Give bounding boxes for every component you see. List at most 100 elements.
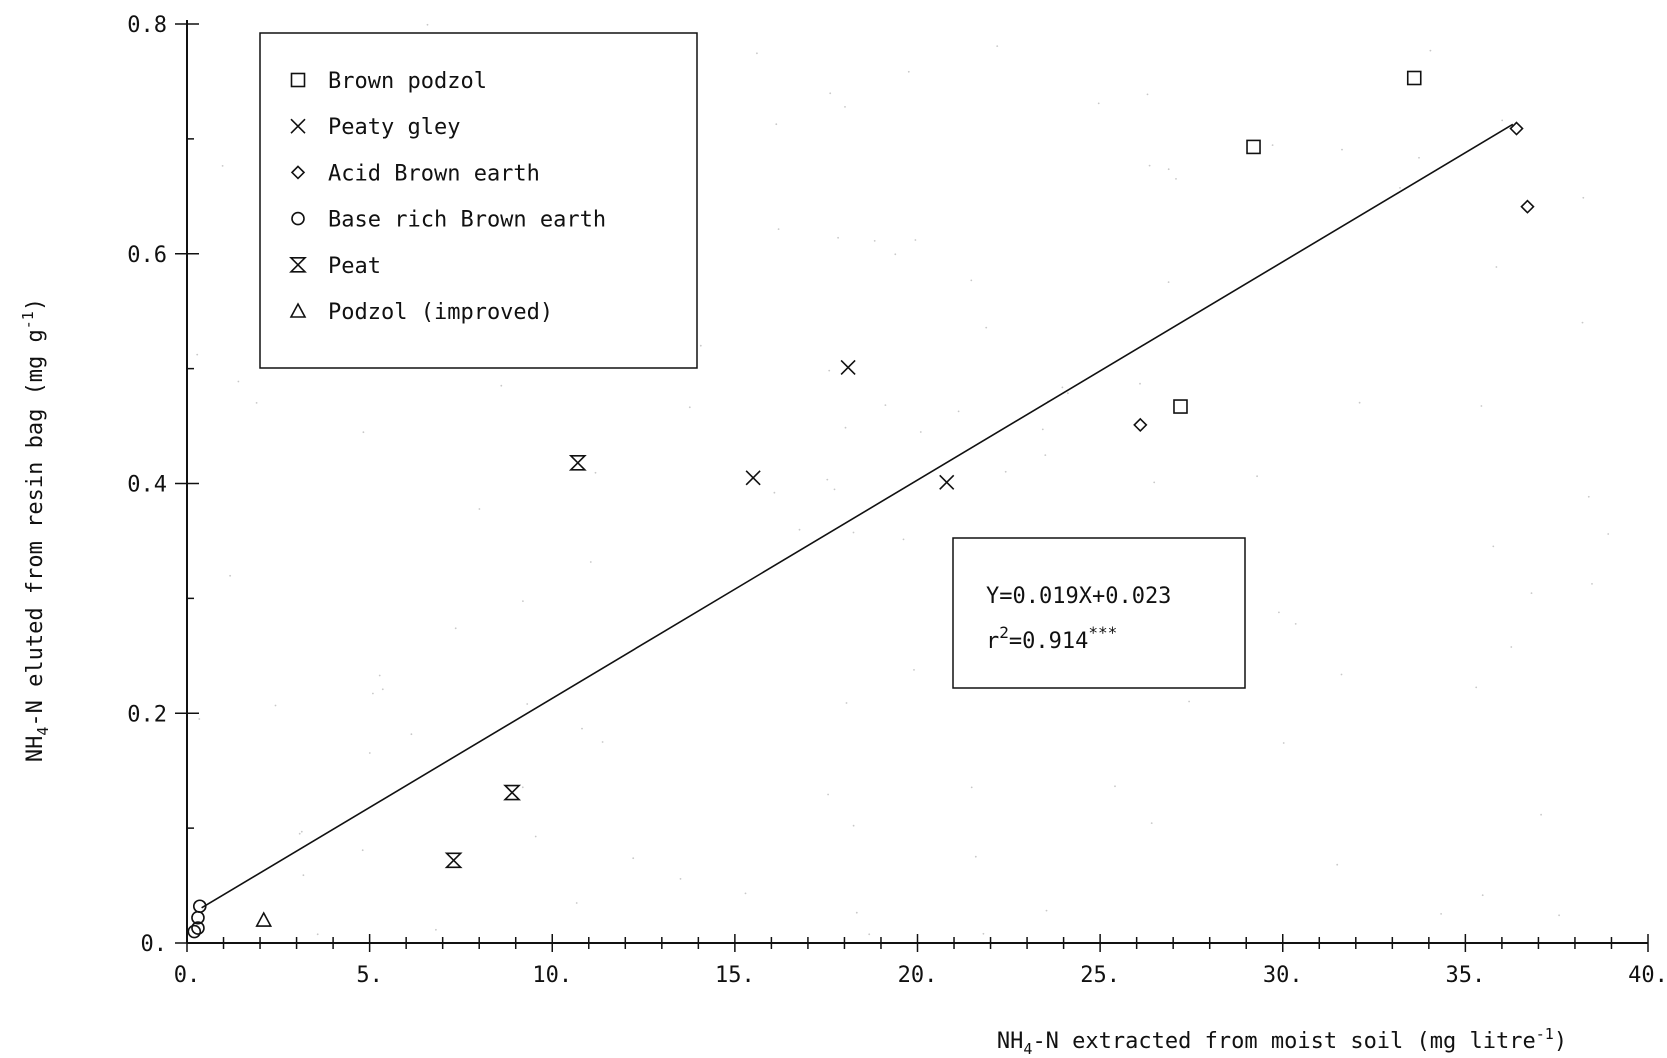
noise-dot <box>1256 475 1258 478</box>
axes: 0. 5. 10. 15. 20. 25. 30. 35. 40. 0. 0.2 0.4 0.6 0.8 <box>127 13 1667 988</box>
noise-dot <box>1150 822 1153 824</box>
noise-dot <box>985 326 988 329</box>
noise-dot <box>756 52 758 55</box>
point-acid-brown-earth <box>1509 121 1524 136</box>
y-tick-label: 0. <box>141 932 168 957</box>
noise-dot <box>196 353 199 356</box>
noise-dot <box>1440 913 1442 915</box>
noise-dot <box>522 600 524 602</box>
noise-dot <box>1336 863 1339 866</box>
noise-dot <box>970 279 973 282</box>
point-peat <box>503 784 522 801</box>
noise-dot <box>970 786 973 789</box>
noise-dot <box>775 123 778 126</box>
point-brown-podzol <box>1173 399 1188 414</box>
noise-dot <box>1188 700 1190 703</box>
legend-label-base-rich-brown-earth: Base rich Brown earth <box>328 208 606 233</box>
legend-items: Brown podzol Peaty gley Acid Brown earth Ba… <box>289 69 606 325</box>
noise-dot <box>894 253 897 256</box>
noise-dot <box>1399 187 1401 189</box>
x-tick-label: 25. <box>1080 963 1120 988</box>
equation-frame <box>952 537 1246 689</box>
noise-dot <box>1495 266 1498 268</box>
noise-dot <box>361 849 364 852</box>
legend-marker-peaty-gley <box>290 118 306 134</box>
noise-dot <box>688 406 691 409</box>
point-base-rich-brown-earth <box>187 924 202 939</box>
x-tick-label: 10. <box>532 963 572 988</box>
noise-dot <box>1340 673 1343 676</box>
noise-dot <box>1294 623 1297 625</box>
equation-box: Y=0.019X+0.023 r2=0.914*** <box>952 537 1246 689</box>
noise-dot <box>1429 49 1432 52</box>
noise-dot <box>884 404 887 406</box>
noise-dot <box>679 878 682 880</box>
noise-dot <box>237 380 240 383</box>
noise-dot <box>1045 909 1048 912</box>
legend-marker-base-rich-brown-earth <box>291 211 305 226</box>
point-peat <box>444 852 463 869</box>
noise-dot <box>833 488 836 491</box>
noise-dot <box>221 165 224 167</box>
noise-dot <box>845 702 848 704</box>
equation-line: Y=0.019X+0.023 <box>986 584 1171 609</box>
noise-dot <box>827 793 829 796</box>
noise-dot <box>826 478 829 481</box>
noise-dot <box>1591 583 1593 585</box>
noise-dot <box>1540 813 1542 816</box>
regression-line <box>201 123 1514 909</box>
legend: Brown podzol Peaty gley Acid Brown earth Ba… <box>259 32 698 369</box>
noise-dot <box>798 528 801 531</box>
noise-dot <box>1278 611 1280 614</box>
noise-dot <box>255 402 258 404</box>
noise-dot <box>1041 428 1044 431</box>
noise-dot <box>1607 533 1610 535</box>
noise-dot <box>957 410 960 413</box>
noise-dot <box>575 902 578 904</box>
x-tick-label: 30. <box>1263 963 1303 988</box>
y-tick-label: 0.8 <box>127 13 167 38</box>
noise-dot <box>1067 392 1069 395</box>
noise-dot <box>1481 894 1484 897</box>
noise-dot <box>844 426 847 429</box>
legend-box <box>259 32 698 369</box>
point-peaty-gley <box>840 359 856 376</box>
noise-dot <box>274 704 277 707</box>
noise-dot <box>1167 168 1170 171</box>
noise-dot <box>902 538 905 541</box>
noise-dot <box>1418 156 1420 159</box>
point-peaty-gley <box>745 470 761 486</box>
noise-dot <box>777 228 780 231</box>
noise-dot <box>581 727 583 730</box>
noise-dot <box>837 236 839 239</box>
noise-dot <box>300 830 303 833</box>
noise-dot <box>378 674 381 677</box>
point-brown-podzol <box>1406 70 1422 86</box>
noise-dot <box>974 855 977 858</box>
regression-line-path <box>201 123 1514 909</box>
x-tick-label: 20. <box>898 963 938 988</box>
noise-dot <box>1282 742 1285 744</box>
legend-marker-brown-podzol <box>290 72 306 88</box>
noise-dot <box>1061 386 1064 389</box>
noise-dot <box>1271 144 1274 147</box>
noise-dot <box>198 718 201 720</box>
noise-dot <box>632 857 635 860</box>
legend-marker-acid-brown-earth <box>290 165 306 180</box>
noise-dot <box>229 574 232 577</box>
noise-dot <box>1097 102 1100 105</box>
noise-dot <box>534 835 537 838</box>
noise-dot <box>1475 686 1478 689</box>
noise-dot <box>1341 148 1343 151</box>
noise-dot <box>1358 401 1361 404</box>
noise-dot <box>589 561 592 563</box>
noise-dot <box>1139 382 1141 385</box>
noise-dot <box>1582 196 1585 199</box>
noise-dot <box>852 531 855 534</box>
point-brown-podzol <box>1246 139 1261 155</box>
noise-dot <box>829 92 832 95</box>
noise-dot <box>1587 495 1590 498</box>
noise-dot <box>1175 178 1177 180</box>
noise-dot <box>594 471 597 474</box>
legend-marker-podzol-improved <box>289 302 307 318</box>
